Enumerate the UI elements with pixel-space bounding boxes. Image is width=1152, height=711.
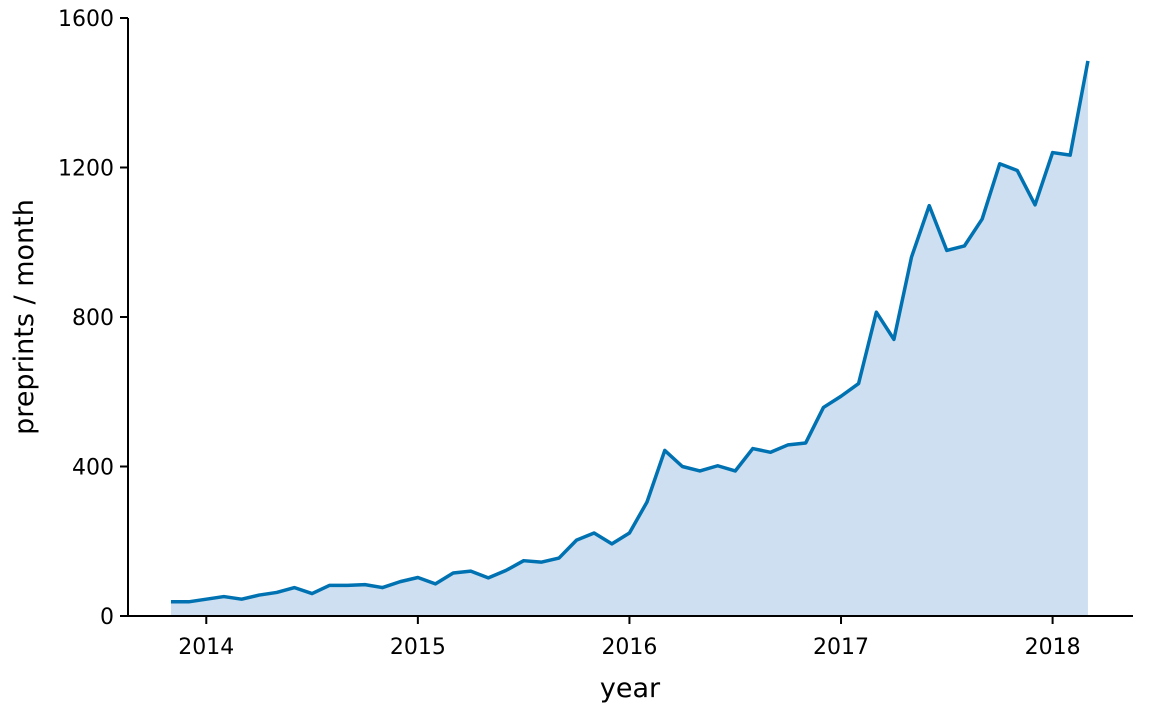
x-tick-label: 2016	[601, 635, 657, 660]
y-tick-label: 0	[100, 605, 114, 630]
y-tick-label: 800	[72, 306, 114, 331]
x-axis-label: year	[600, 673, 661, 704]
y-tick-label: 1600	[58, 7, 114, 32]
x-tick-label: 2017	[813, 635, 869, 660]
y-tick-label: 1200	[58, 157, 114, 182]
x-tick-label: 2015	[390, 635, 446, 660]
x-tick-label: 2014	[178, 635, 234, 660]
area-fill	[170, 60, 1088, 616]
y-tick-label: 400	[72, 456, 114, 481]
line	[170, 60, 1090, 604]
x-tick-label: 2018	[1025, 635, 1081, 660]
y-axis-label: preprints / month	[9, 199, 40, 435]
